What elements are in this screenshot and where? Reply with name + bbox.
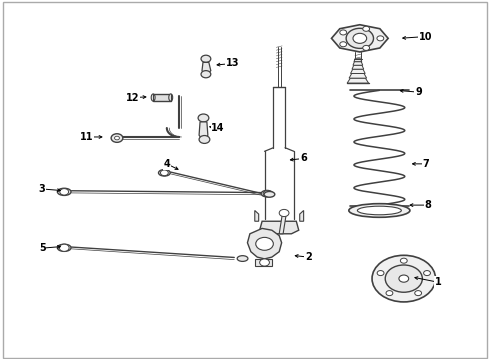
Text: 14: 14 [211,123,225,133]
Circle shape [198,114,209,122]
Polygon shape [347,78,368,83]
Ellipse shape [264,192,275,197]
Circle shape [199,135,210,143]
Circle shape [340,30,346,35]
Circle shape [415,291,421,296]
Polygon shape [255,259,272,266]
Circle shape [363,45,369,50]
Polygon shape [153,94,171,101]
Polygon shape [349,73,367,78]
Circle shape [59,244,69,251]
Polygon shape [199,122,208,139]
Circle shape [377,271,384,276]
Circle shape [346,28,373,48]
Text: 5: 5 [39,243,46,253]
Circle shape [279,210,289,217]
Polygon shape [255,211,259,221]
Polygon shape [279,212,287,234]
Circle shape [372,255,436,302]
Ellipse shape [57,188,71,195]
Text: 4: 4 [164,159,170,169]
Ellipse shape [357,206,401,215]
Polygon shape [354,59,362,62]
Text: 1: 1 [435,277,441,287]
Ellipse shape [237,256,248,261]
Polygon shape [247,228,282,259]
Polygon shape [202,62,211,74]
Circle shape [340,42,346,47]
Circle shape [256,237,273,250]
Text: 9: 9 [415,87,422,97]
Circle shape [263,191,271,197]
Ellipse shape [151,94,155,101]
Circle shape [201,71,211,78]
Ellipse shape [169,94,172,101]
Circle shape [386,291,393,296]
Polygon shape [352,65,364,69]
Ellipse shape [159,170,170,176]
Circle shape [160,170,168,176]
Circle shape [399,275,409,282]
Circle shape [115,136,120,140]
Polygon shape [260,221,299,234]
Text: 11: 11 [79,132,93,142]
Text: 8: 8 [425,200,432,210]
Circle shape [260,259,270,266]
Text: 7: 7 [422,159,429,169]
Circle shape [400,258,407,263]
Text: 12: 12 [126,93,139,103]
Circle shape [60,189,69,195]
Text: 2: 2 [305,252,312,262]
Polygon shape [350,69,365,73]
Circle shape [385,265,422,292]
Polygon shape [331,25,388,52]
Text: 3: 3 [39,184,46,194]
Circle shape [353,33,367,43]
Circle shape [424,271,430,276]
Text: 10: 10 [419,32,433,41]
Circle shape [201,55,211,62]
Text: 6: 6 [300,153,307,163]
Text: 13: 13 [226,58,240,68]
Ellipse shape [57,244,71,251]
Circle shape [111,134,123,142]
Ellipse shape [349,204,410,217]
Polygon shape [353,62,363,65]
Circle shape [377,36,384,41]
Polygon shape [300,211,304,221]
Ellipse shape [261,190,273,197]
Circle shape [363,26,369,31]
